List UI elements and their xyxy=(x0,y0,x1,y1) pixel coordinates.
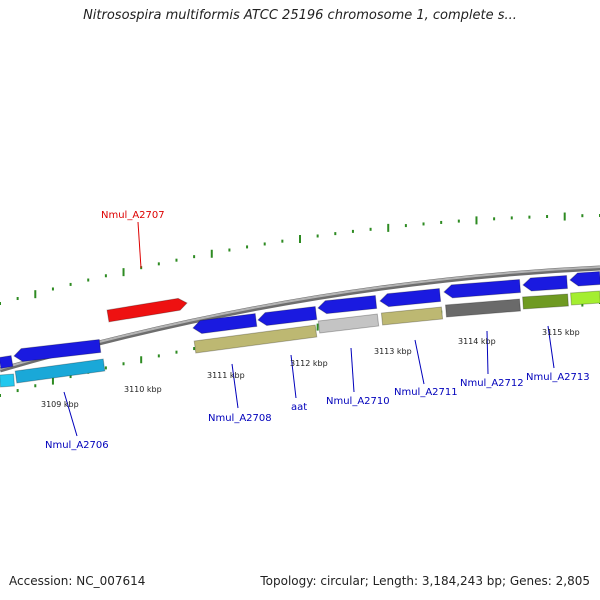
tick-mark xyxy=(193,347,196,351)
gene-box xyxy=(0,373,15,388)
tick-mark xyxy=(316,234,319,238)
kbp-label: 3110 kbp xyxy=(124,385,162,394)
tick-mark xyxy=(369,227,372,231)
callout-line xyxy=(137,221,142,269)
tick-mark xyxy=(316,323,319,331)
tick-mark xyxy=(87,278,90,282)
tick-mark xyxy=(34,384,37,388)
tick-mark xyxy=(510,216,513,220)
tick-mark xyxy=(263,242,266,246)
accession-label: Accession: xyxy=(9,574,73,588)
kbp-labels: 3109 kbp 3110 kbp 3111 kbp 3112 kbp 3113… xyxy=(41,328,580,409)
tick-mark xyxy=(228,248,231,252)
gene-box xyxy=(14,358,106,384)
callout-line xyxy=(63,391,78,437)
callout-line xyxy=(231,363,239,409)
tick-mark xyxy=(581,214,584,218)
callout-line xyxy=(350,347,355,393)
map-title: Nitrosospira multiformis ATCC 25196 chro… xyxy=(83,8,517,23)
gene-label[interactable]: Nmul_A2713 xyxy=(526,372,590,383)
gene-labels: Nmul_A2707 Nmul_A2706 Nmul_A2708 aat Nmu… xyxy=(45,210,590,451)
tick-mark xyxy=(104,366,107,370)
gene-label[interactable]: Nmul_A2706 xyxy=(45,440,109,451)
kbp-label: 3112 kbp xyxy=(290,359,328,368)
tick-mark xyxy=(51,377,54,385)
tick-mark xyxy=(528,215,531,219)
gene-box xyxy=(444,298,522,318)
callout-line xyxy=(486,330,489,375)
gene-label[interactable]: Nmul_A2711 xyxy=(394,387,458,398)
tick-mark xyxy=(16,297,19,301)
gene-label[interactable]: Nmul_A2708 xyxy=(208,413,272,424)
tick-mark xyxy=(387,223,390,232)
tick-mark xyxy=(104,274,107,278)
tick-mark xyxy=(140,356,143,364)
tick-mark xyxy=(122,362,125,366)
tick-mark xyxy=(457,219,460,223)
tick-mark xyxy=(351,229,354,233)
gene-arrow xyxy=(0,354,14,370)
gene-features xyxy=(0,270,600,388)
accession-value: NC_007614 xyxy=(76,574,146,588)
gene-box xyxy=(570,290,600,306)
tick-mark xyxy=(246,245,249,249)
tick-mark xyxy=(175,350,178,354)
gene-box xyxy=(317,313,380,334)
tick-mark xyxy=(546,215,549,219)
tick-mark xyxy=(210,249,213,258)
tick-mark xyxy=(193,255,196,259)
gene-label[interactable]: aat xyxy=(291,402,307,413)
kbp-label: 3113 kbp xyxy=(374,347,412,356)
tick-mark xyxy=(51,287,54,291)
kbp-label: 3114 kbp xyxy=(458,337,496,346)
gene-label[interactable]: Nmul_A2707 xyxy=(101,210,165,221)
tick-mark xyxy=(34,290,37,299)
topology-info: Topology: circular; Length: 3,184,243 bp… xyxy=(260,574,590,588)
tick-mark xyxy=(299,235,301,243)
callout-line xyxy=(290,354,297,399)
tick-mark xyxy=(0,302,1,305)
tick-mark xyxy=(475,216,478,225)
tick-mark xyxy=(69,282,72,286)
gene-arrow-red xyxy=(106,297,188,323)
gene-arrow xyxy=(443,278,522,299)
tick-mark xyxy=(122,268,125,277)
callout-line xyxy=(414,339,425,385)
kbp-label: 3115 kbp xyxy=(542,328,580,337)
gene-box xyxy=(522,293,569,310)
gene-label[interactable]: Nmul_A2710 xyxy=(326,396,390,407)
kbp-label: 3109 kbp xyxy=(41,400,79,409)
gene-label-callouts xyxy=(63,221,555,437)
gene-arrow xyxy=(13,338,102,363)
tick-mark xyxy=(16,389,19,393)
tick-mark xyxy=(493,217,496,221)
callout-line xyxy=(547,325,555,369)
tick-mark xyxy=(281,239,284,243)
tick-mark xyxy=(334,232,337,236)
gene-box xyxy=(193,324,318,354)
kbp-label: 3111 kbp xyxy=(207,371,245,380)
gene-arrow xyxy=(257,305,318,327)
accession-text: Accession: NC_007614 xyxy=(9,574,145,588)
gene-arrow xyxy=(569,270,600,287)
gene-box xyxy=(380,306,444,326)
gene-arrow xyxy=(192,312,258,334)
tick-mark xyxy=(157,262,160,266)
tick-mark xyxy=(440,220,443,224)
tick-mark xyxy=(0,394,1,397)
gene-arrow xyxy=(379,287,442,308)
gene-arrow xyxy=(522,274,568,292)
tick-mark xyxy=(422,222,425,226)
gene-arrow xyxy=(317,294,378,315)
tick-mark xyxy=(175,258,178,262)
tick-mark xyxy=(404,224,407,228)
tick-mark xyxy=(563,212,566,221)
tick-mark xyxy=(69,375,72,379)
gene-label[interactable]: Nmul_A2712 xyxy=(460,378,524,389)
tick-mark xyxy=(157,354,160,358)
